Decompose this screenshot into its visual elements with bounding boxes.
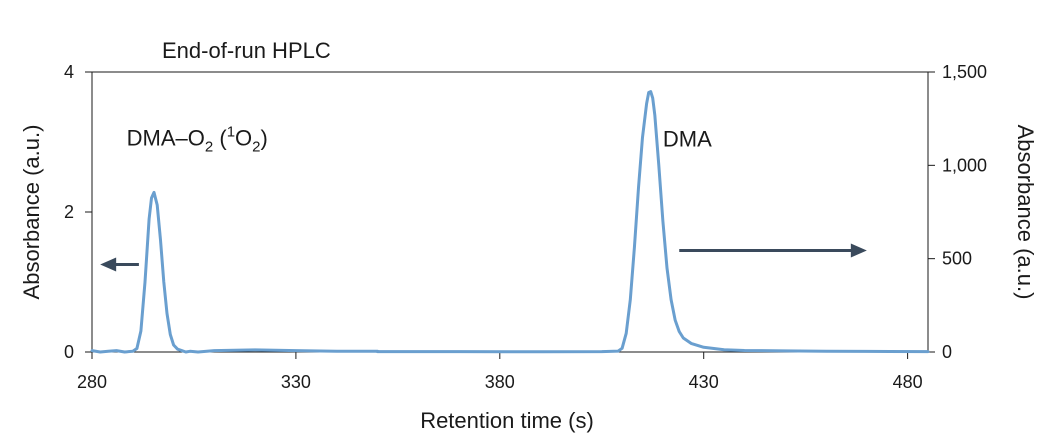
x-tick-label: 480 — [893, 372, 923, 392]
arrow-head — [100, 257, 117, 272]
axes: 280 330 380 430 480 0 2 4 0 500 1,000 1,500 — [64, 62, 987, 392]
y-right-tick-label: 1,500 — [942, 62, 987, 82]
peak-label-dma-o2: DMA–O2 (1O2) — [127, 124, 268, 156]
y-right-tick-label: 1,000 — [942, 155, 987, 175]
x-tick-label: 330 — [281, 372, 311, 392]
x-axis-title: Retention time (s) — [420, 408, 594, 433]
x-tick-label: 280 — [77, 372, 107, 392]
y-right-tick-label: 0 — [942, 342, 952, 362]
trace-line-2 — [376, 90, 930, 354]
y-left-tick-label: 0 — [64, 342, 74, 362]
arrow-right — [679, 243, 867, 258]
y-left-tick-label: 2 — [64, 202, 74, 222]
y-left-tick-label: 4 — [64, 62, 74, 82]
arrow-left — [100, 257, 139, 272]
x-tick-label: 430 — [689, 372, 719, 392]
y-right-tick-label: 500 — [942, 249, 972, 269]
x-tick-label: 380 — [485, 372, 515, 392]
trace-line-1 — [90, 190, 379, 354]
arrow-head — [850, 243, 867, 258]
plot-marks: DMA DMA–O2 (1O2) — [90, 90, 930, 354]
peak-label-dma: DMA — [663, 127, 712, 152]
y-axis-title-right: Absorbance (a.u.) — [1013, 125, 1038, 300]
y-axis-title-left: Absorbance (a.u.) — [19, 125, 44, 300]
chart-title: End-of-run HPLC — [162, 38, 331, 63]
